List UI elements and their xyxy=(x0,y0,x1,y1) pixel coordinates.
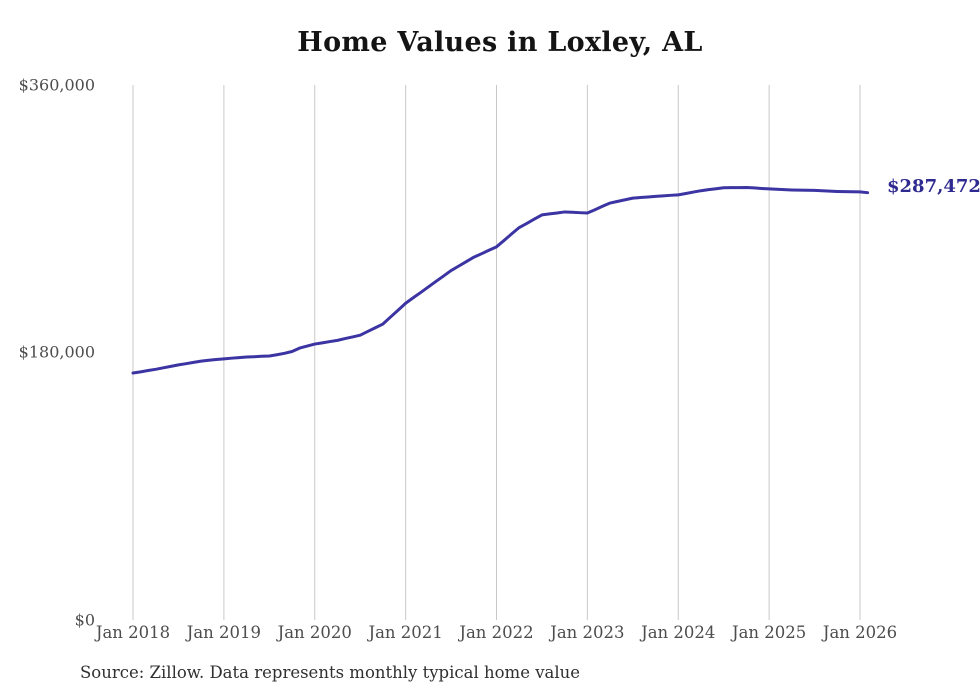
x-tick-label: Jan 2026 xyxy=(822,623,898,642)
source-note: Source: Zillow. Data represents monthly … xyxy=(80,663,581,682)
x-tick-label: Jan 2018 xyxy=(95,623,171,642)
chart-title: Home Values in Loxley, AL xyxy=(297,27,703,58)
latest-value-label: $287,472 xyxy=(887,176,980,197)
y-tick-label: $0 xyxy=(74,610,95,629)
x-tick-label: Jan 2025 xyxy=(731,623,807,642)
x-tick-label: Jan 2023 xyxy=(550,623,625,642)
home-value-line xyxy=(131,185,870,375)
x-tick-label: Jan 2024 xyxy=(641,623,716,642)
x-tick-label: Jan 2019 xyxy=(186,623,262,642)
x-tick-label: Jan 2020 xyxy=(277,623,352,642)
y-tick-label: $180,000 xyxy=(18,342,95,362)
gridlines xyxy=(132,85,861,620)
y-tick-label: $360,000 xyxy=(18,75,95,95)
x-tick-label: Jan 2022 xyxy=(459,623,534,642)
x-tick-label: Jan 2021 xyxy=(368,623,443,642)
